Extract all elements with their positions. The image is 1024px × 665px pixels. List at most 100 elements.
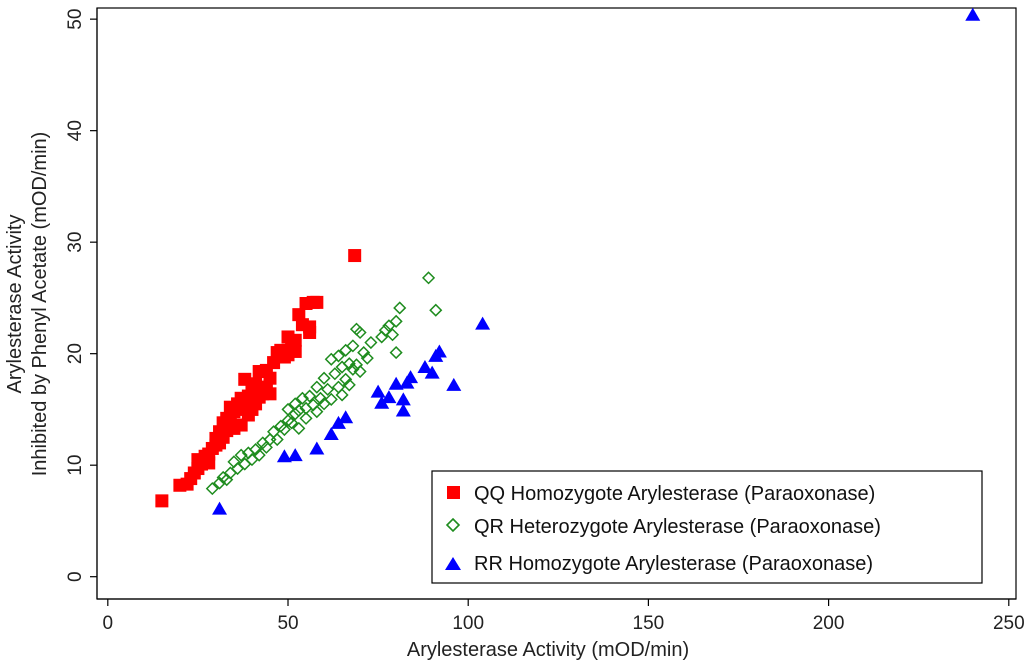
data-point xyxy=(346,339,360,353)
data-point xyxy=(431,344,447,358)
data-point xyxy=(321,382,335,396)
data-point xyxy=(385,328,400,342)
data-point xyxy=(249,377,263,391)
data-point xyxy=(267,356,281,370)
data-point xyxy=(234,448,248,462)
data-point xyxy=(276,449,292,463)
data-point xyxy=(378,323,392,337)
data-point xyxy=(277,422,291,437)
data-point xyxy=(292,308,306,322)
data-point xyxy=(475,316,491,330)
data-point xyxy=(303,320,317,334)
y-axis-title-line-1: Arylesterase Activity xyxy=(4,215,26,394)
legend: QQ Homozygote Arylesterase (Paraoxonase)… xyxy=(431,470,983,584)
y-tick-label: 10 xyxy=(65,455,86,476)
data-point xyxy=(429,303,443,317)
data-point xyxy=(389,314,403,328)
y-axis-title-line-2: Inhibited by Phenyl Acetate (mOD/min) xyxy=(29,132,51,477)
data-point xyxy=(249,443,263,457)
data-point xyxy=(342,378,356,392)
x-tick-label: 50 xyxy=(277,613,298,634)
data-point xyxy=(155,494,169,508)
data-point xyxy=(395,403,411,417)
x-tick-label: 250 xyxy=(993,613,1024,634)
data-point xyxy=(393,301,407,315)
data-point xyxy=(417,360,433,374)
data-point xyxy=(381,390,397,404)
data-point xyxy=(374,395,390,409)
data-point xyxy=(238,372,252,386)
legend-marker-rr-triangle xyxy=(445,557,461,570)
series-0 xyxy=(155,249,362,508)
data-point xyxy=(389,346,403,360)
data-point xyxy=(292,403,306,418)
data-point xyxy=(349,322,364,336)
y-tick-label: 40 xyxy=(65,120,86,141)
data-point xyxy=(234,418,248,432)
data-point xyxy=(313,391,328,405)
data-points xyxy=(155,7,981,515)
data-point xyxy=(348,249,362,263)
data-point xyxy=(403,370,419,384)
data-point xyxy=(281,414,295,428)
data-point xyxy=(424,365,440,379)
data-point xyxy=(353,325,367,340)
y-tick-label: 0 xyxy=(65,571,86,582)
data-point xyxy=(339,372,353,386)
data-point xyxy=(364,335,378,350)
data-point xyxy=(324,392,338,406)
data-point xyxy=(324,352,338,366)
legend-label-rr: RR Homozygote Arylesterase (Paraoxonase) xyxy=(474,553,873,575)
y-tick-label: 30 xyxy=(65,232,86,253)
legend-label-qr: QR Heterozygote Arylesterase (Paraoxonas… xyxy=(474,516,881,538)
data-point xyxy=(288,407,302,421)
data-point xyxy=(310,405,324,419)
data-point xyxy=(309,441,325,455)
data-point xyxy=(292,421,306,435)
data-point xyxy=(288,333,302,347)
x-tick-label: 100 xyxy=(452,613,484,634)
data-point xyxy=(263,371,277,385)
data-point xyxy=(310,295,324,309)
data-point xyxy=(295,391,309,405)
data-point xyxy=(446,377,462,391)
data-point xyxy=(202,456,216,470)
x-tick-label: 150 xyxy=(633,613,665,634)
data-point xyxy=(263,387,277,401)
data-point xyxy=(388,376,404,390)
data-point xyxy=(965,7,981,21)
series-2 xyxy=(212,7,981,515)
data-point xyxy=(335,388,349,402)
data-point xyxy=(288,344,302,358)
data-point xyxy=(263,432,277,447)
x-tick-label: 0 xyxy=(103,613,114,634)
data-point xyxy=(212,501,228,515)
data-point xyxy=(285,416,299,430)
x-axis-title: Arylesterase Activity (mOD/min) xyxy=(407,639,689,661)
data-point xyxy=(395,392,411,406)
data-point xyxy=(328,367,342,381)
x-axis-ticks: 0 50 100 150 200 250 xyxy=(103,599,1024,634)
data-point xyxy=(303,389,317,403)
data-point xyxy=(331,380,346,394)
legend-label-qq: QQ Homozygote Arylesterase (Paraoxonase) xyxy=(474,483,875,505)
data-point xyxy=(357,346,371,360)
data-point xyxy=(346,362,360,376)
data-point xyxy=(287,448,303,462)
data-point xyxy=(270,432,284,447)
data-point xyxy=(281,402,295,416)
series-1 xyxy=(205,271,443,496)
data-point xyxy=(422,271,436,285)
data-point xyxy=(205,482,219,496)
data-point xyxy=(353,364,367,379)
data-point xyxy=(252,448,266,462)
data-point xyxy=(370,384,386,398)
data-point xyxy=(360,351,374,365)
y-axis-ticks: 0 10 20 30 40 50 xyxy=(65,9,97,582)
data-point xyxy=(330,415,346,429)
x-tick-label: 200 xyxy=(813,613,845,634)
legend-box xyxy=(431,470,983,584)
data-point xyxy=(323,426,339,440)
data-point xyxy=(299,411,313,425)
